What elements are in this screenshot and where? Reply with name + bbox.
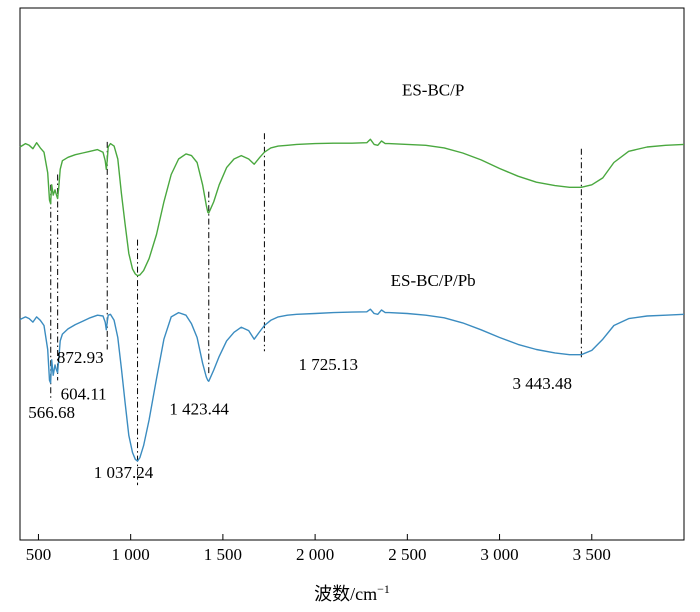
peak-label-4: 1 423.44 [169, 400, 229, 419]
series-label-1: ES-BC/P/Pb [391, 271, 476, 290]
series-line-es-bc-p-pb [19, 308, 685, 462]
series-label-0: ES-BC/P [402, 81, 464, 100]
x-tick-label-1: 1 000 [112, 545, 150, 564]
peak-label-5: 1 725.13 [299, 355, 359, 374]
x-tick-label-5: 3 000 [480, 545, 518, 564]
x-tick-label-6: 3 500 [573, 545, 611, 564]
x-tick-label-4: 2 500 [388, 545, 426, 564]
plot-frame [19, 7, 685, 541]
x-axis-title: 波数/cm−1 [314, 582, 390, 604]
peak-label-2: 872.93 [57, 348, 104, 367]
peak-reference-lines [50, 133, 582, 486]
x-tick-label-3: 2 000 [296, 545, 334, 564]
peak-label-0: 566.68 [28, 403, 75, 422]
peak-label-3: 1 037.24 [94, 463, 154, 482]
plot-border [19, 7, 685, 541]
spectrum-series [19, 138, 685, 462]
x-axis: 500 1 000 1 500 2 000 2 500 3 000 3 500 [26, 534, 611, 564]
x-tick-label-0: 500 [26, 545, 52, 564]
x-tick-label-2: 1 500 [204, 545, 242, 564]
series-line-es-bc-p [19, 138, 685, 277]
peak-label-1: 604.11 [61, 384, 107, 403]
peak-label-6: 3 443.48 [512, 374, 572, 393]
